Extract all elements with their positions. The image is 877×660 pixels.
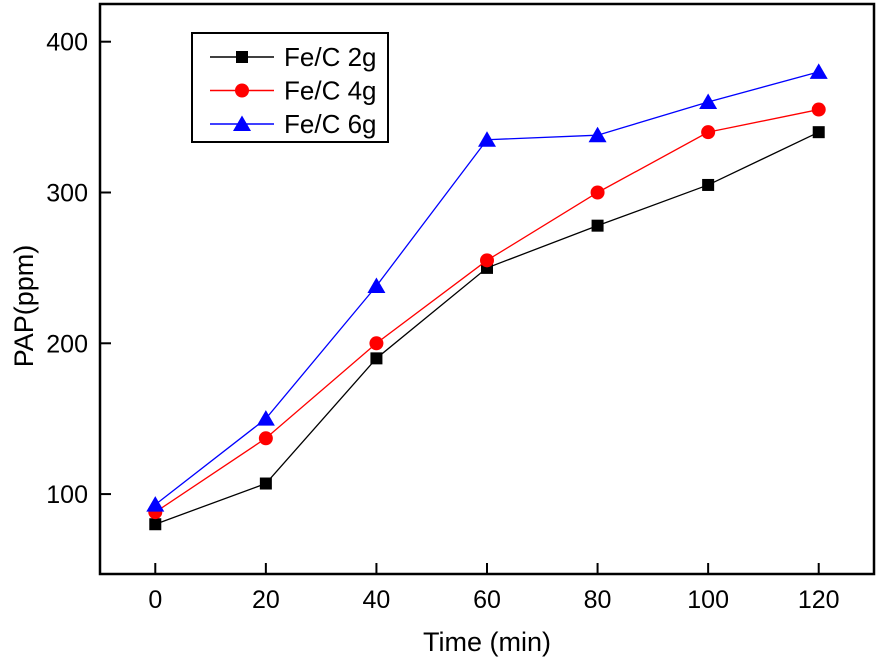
data-point-fe-c-4g bbox=[701, 125, 716, 140]
series-line-fe-c-4g bbox=[154, 108, 819, 513]
series-fe-c-6g bbox=[146, 63, 828, 512]
series-fe-c-2g bbox=[149, 126, 825, 531]
y-axis-title: PAP(ppm) bbox=[9, 245, 39, 368]
legend-item-fe-c-4g: Fe/C 4g bbox=[210, 76, 377, 106]
data-point-fe-c-6g bbox=[588, 126, 607, 143]
legend-item-fe-c-6g: Fe/C 6g bbox=[210, 109, 377, 139]
legend-marker-fe-c-2g bbox=[236, 51, 248, 63]
data-point-fe-c-6g bbox=[367, 277, 386, 293]
series-fe-c-4g bbox=[148, 102, 826, 520]
legend-label-fe-c-6g: Fe/C 6g bbox=[284, 109, 377, 139]
x-tick-label: 40 bbox=[363, 586, 391, 614]
data-point-fe-c-4g bbox=[480, 253, 494, 268]
legend-item-fe-c-2g: Fe/C 2g bbox=[210, 42, 377, 72]
data-point-fe-c-4g bbox=[590, 185, 605, 200]
data-point-fe-c-6g bbox=[809, 63, 828, 79]
data-point-fe-c-2g bbox=[149, 518, 162, 531]
y-tick-label: 100 bbox=[46, 481, 88, 509]
data-series bbox=[146, 63, 828, 531]
data-point-fe-c-2g bbox=[370, 352, 383, 365]
legend-label-fe-c-2g: Fe/C 2g bbox=[284, 42, 377, 72]
x-tick-label: 80 bbox=[584, 586, 612, 614]
x-tick-label: 120 bbox=[798, 586, 840, 614]
data-point-fe-c-2g bbox=[702, 178, 715, 191]
legend-marker-fe-c-6g bbox=[233, 115, 251, 131]
data-point-fe-c-6g bbox=[146, 496, 165, 512]
x-axis-title: Time (min) bbox=[423, 627, 551, 657]
x-tick-label: 100 bbox=[687, 586, 729, 614]
data-point-fe-c-6g bbox=[256, 410, 275, 426]
data-point-fe-c-4g bbox=[369, 336, 384, 351]
data-point-fe-c-2g bbox=[259, 477, 272, 490]
data-point-fe-c-2g bbox=[591, 219, 604, 232]
data-point-fe-c-4g bbox=[258, 431, 273, 446]
data-point-fe-c-6g bbox=[699, 93, 718, 110]
x-tick-label: 20 bbox=[252, 586, 280, 614]
y-tick-label: 300 bbox=[46, 179, 88, 207]
legend-marker-fe-c-4g bbox=[235, 83, 249, 98]
x-tick-label: 0 bbox=[148, 586, 162, 614]
y-tick-label: 200 bbox=[46, 330, 88, 358]
x-tick-label: 60 bbox=[473, 586, 501, 614]
data-point-fe-c-2g bbox=[812, 126, 825, 139]
y-tick-label: 400 bbox=[46, 29, 88, 57]
series-line-fe-c-2g bbox=[155, 131, 819, 525]
axis-ticks: 0 20 40 60 80 100 120 100 200 300 400 bbox=[46, 29, 839, 614]
legend-label-fe-c-4g: Fe/C 4g bbox=[284, 76, 377, 106]
data-point-fe-c-4g bbox=[811, 102, 826, 117]
data-point-fe-c-6g bbox=[478, 131, 496, 147]
